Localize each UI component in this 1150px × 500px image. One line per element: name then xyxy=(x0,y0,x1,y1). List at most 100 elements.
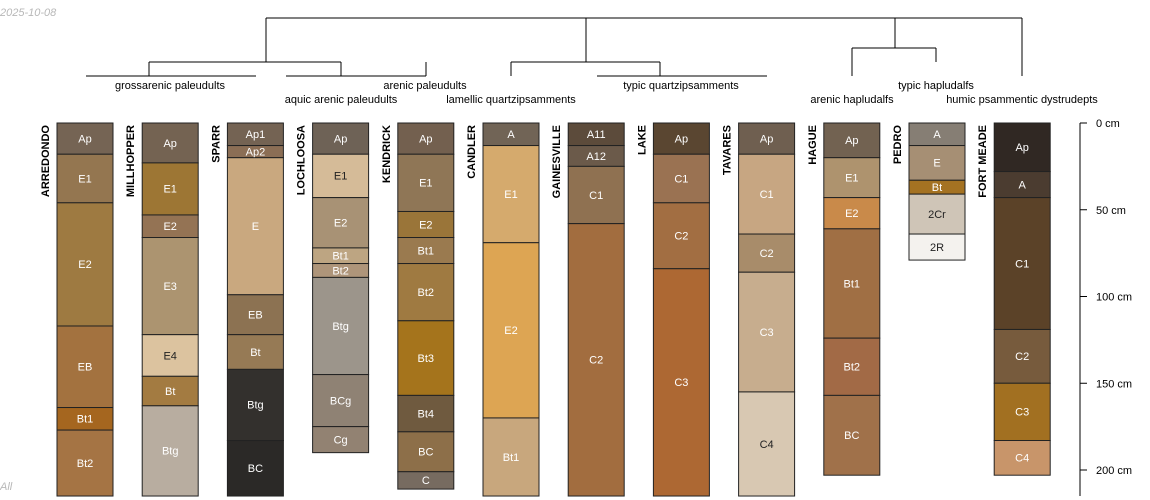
horizon-label: E1 xyxy=(504,189,517,201)
horizon-label: C2 xyxy=(674,231,688,243)
horizon-label: C4 xyxy=(1015,453,1029,465)
profiles: ARREDONDO Ap E1 E2 EB Bt1 Bt2 MILLHOPPER Ap E1 E2 E… xyxy=(40,122,1051,497)
horizon xyxy=(397,431,455,473)
horizon xyxy=(738,153,796,235)
horizon-label: C2 xyxy=(589,355,603,367)
depth-tick-label: 50 cm xyxy=(1096,205,1126,217)
taxon-label: arenic hapludalfs xyxy=(810,94,894,106)
horizon-label: E2 xyxy=(504,325,517,337)
horizon xyxy=(312,426,370,454)
horizon xyxy=(908,233,966,261)
taxon-label: grossarenic paleudults xyxy=(115,80,226,92)
horizon-label: Bt1 xyxy=(844,278,861,290)
horizon-label: E2 xyxy=(163,221,176,233)
horizon xyxy=(56,202,114,327)
horizon xyxy=(652,153,710,204)
horizon-label: Btg xyxy=(162,446,179,458)
dendrogram xyxy=(86,17,1023,77)
horizon xyxy=(738,122,796,155)
profile-name: GAINESVILLE xyxy=(551,125,563,198)
profile: MILLHOPPER Ap E1 E2 E3 E4 Bt Btg xyxy=(125,122,199,497)
profile: HAGUE Ap E1 E2 Bt1 Bt2 BC xyxy=(807,122,881,476)
profile-name: LAKE xyxy=(636,125,648,155)
horizon xyxy=(993,171,1051,199)
horizon-label: C1 xyxy=(760,189,774,201)
horizon-label: Bt2 xyxy=(844,362,861,374)
profile: PEDRO A E Bt 2Cr 2R xyxy=(892,122,966,261)
profile-name: MILLHOPPER xyxy=(125,125,137,197)
horizon-label: Bt1 xyxy=(77,414,94,426)
horizon xyxy=(993,382,1051,442)
horizon-label: Ap xyxy=(845,135,858,147)
corner-note: All xyxy=(0,481,13,493)
horizon-label: C2 xyxy=(760,248,774,260)
profile: KENDRICK Ap E1 E2 Bt1 Bt2 Bt3 Bt4 BC C xyxy=(381,122,455,490)
horizon-label: A12 xyxy=(586,151,606,163)
horizon-label: E2 xyxy=(334,218,347,230)
horizon xyxy=(993,197,1051,330)
profile-name: ARREDONDO xyxy=(40,125,52,198)
horizon xyxy=(141,162,199,216)
horizon-label: Btg xyxy=(247,400,264,412)
horizon xyxy=(993,440,1051,476)
horizon xyxy=(823,394,881,476)
profile-name: KENDRICK xyxy=(381,125,393,183)
horizon-label: A xyxy=(933,129,941,141)
horizon xyxy=(652,122,710,155)
horizon-label: Bt xyxy=(932,182,942,194)
horizon-label: BC xyxy=(418,447,433,459)
horizon xyxy=(908,145,966,181)
horizon-label: E1 xyxy=(334,171,347,183)
profile: LOCHLOOSA Ap E1 E2 Bt1 Bt2 Btg BCg Cg xyxy=(296,122,370,454)
profile-name: PEDRO xyxy=(892,125,904,165)
horizon-label: E4 xyxy=(163,350,176,362)
taxon-label: aquic arenic paleudults xyxy=(285,94,398,106)
horizon-label: E1 xyxy=(845,172,858,184)
horizon-label: 2R xyxy=(930,242,944,254)
horizon-label: Ap2 xyxy=(246,146,266,158)
horizon-label: BCg xyxy=(330,395,351,407)
horizon-label: E1 xyxy=(419,178,432,190)
horizon xyxy=(482,145,540,244)
horizon xyxy=(397,122,455,155)
taxon-label: typic hapludalfs xyxy=(898,80,974,92)
horizon xyxy=(397,320,455,396)
horizon-label: Bt4 xyxy=(418,408,435,420)
taxon-label: arenic paleudults xyxy=(383,80,467,92)
horizon-label: A xyxy=(507,129,515,141)
horizon-label: C3 xyxy=(760,327,774,339)
profile: TAVARES Ap C1 C2 C3 C4 xyxy=(722,122,796,497)
horizon-label: C1 xyxy=(674,173,688,185)
horizon-label: E xyxy=(933,158,940,170)
profile: SPARR Ap1 Ap2 E EB Bt Btg BC xyxy=(210,122,284,497)
horizon xyxy=(993,328,1051,384)
taxa-labels: grossarenic paleudults arenic paleudults a… xyxy=(115,80,1098,106)
depth-tick-label: 100 cm xyxy=(1096,292,1132,304)
horizon xyxy=(141,375,199,407)
horizon-label: E2 xyxy=(419,219,432,231)
profile-name: LOCHLOOSA xyxy=(296,125,308,195)
horizon xyxy=(141,237,199,336)
depth-tick-label: 0 cm xyxy=(1096,118,1120,130)
horizon-label: Cg xyxy=(334,434,348,446)
horizon xyxy=(226,294,284,336)
profile: FORT MEADE Ap A C1 C2 C3 C4 xyxy=(977,122,1051,476)
horizon xyxy=(823,157,881,199)
horizon-label: Bt2 xyxy=(77,458,94,470)
horizon-label: E1 xyxy=(163,184,176,196)
horizon-label: Bt1 xyxy=(332,251,349,263)
horizon xyxy=(141,334,199,377)
horizon xyxy=(56,429,114,497)
horizon-label: Bt xyxy=(165,386,175,398)
depth-tick-label: 150 cm xyxy=(1096,378,1132,390)
profile-name: CANDLER xyxy=(466,125,478,179)
horizon xyxy=(908,193,966,235)
horizon-label: EB xyxy=(78,362,93,374)
profile-name: SPARR xyxy=(210,125,222,163)
horizon-label: Ap xyxy=(419,133,432,145)
horizon-label: Ap xyxy=(334,133,347,145)
horizon-label: Ap1 xyxy=(246,129,266,141)
profile-name: HAGUE xyxy=(807,125,819,165)
